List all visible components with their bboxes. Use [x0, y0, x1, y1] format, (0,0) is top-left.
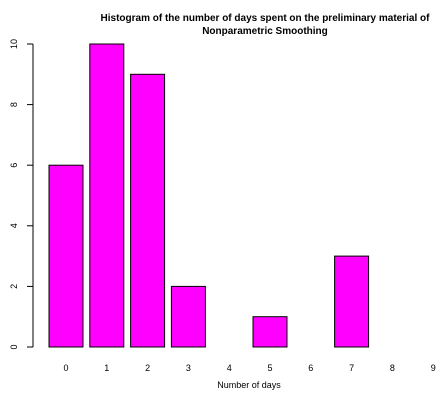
- x-tick-label: 6: [308, 363, 313, 373]
- x-tick-label: 0: [63, 363, 68, 373]
- x-tick-label: 8: [390, 363, 395, 373]
- x-axis-tick-labels: 0 1 2 3 4 5 6 7 8 9: [63, 363, 435, 373]
- bar-5: [252, 316, 288, 348]
- chart-title-line-2: Nonparametric Smoothing: [202, 26, 328, 37]
- y-axis-ticks: 0 2 4 6 8 10: [9, 39, 33, 350]
- x-tick-label: 7: [349, 363, 354, 373]
- y-tick-label: 8: [9, 102, 19, 107]
- bar-2: [130, 73, 166, 348]
- y-tick-label: 10: [9, 39, 19, 49]
- x-tick-label: 9: [431, 363, 436, 373]
- bar-1: [89, 43, 125, 348]
- bar-3: [170, 285, 206, 348]
- x-tick-label: 1: [104, 363, 109, 373]
- bar-7: [334, 255, 370, 348]
- x-axis-label: Number of days: [217, 380, 281, 390]
- x-tick-label: 4: [227, 363, 232, 373]
- y-tick-label: 6: [9, 163, 19, 168]
- chart-title-line-1: Histogram of the number of days spent on…: [101, 13, 431, 24]
- x-tick-label: 3: [186, 363, 191, 373]
- y-tick-label: 0: [9, 344, 19, 349]
- y-tick-label: 2: [9, 284, 19, 289]
- x-tick-label: 5: [267, 363, 272, 373]
- bars: [48, 43, 370, 348]
- x-tick-label: 2: [145, 363, 150, 373]
- y-tick-label: 4: [9, 223, 19, 228]
- bar-0: [48, 164, 84, 348]
